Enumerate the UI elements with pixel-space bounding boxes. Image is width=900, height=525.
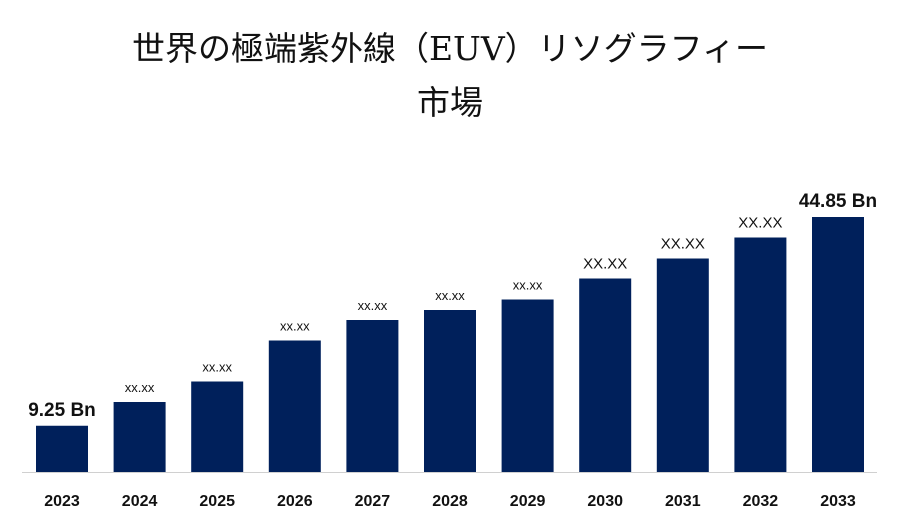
bar-2033 bbox=[812, 217, 864, 472]
data-label-2024: xx.xx bbox=[125, 380, 155, 395]
x-tick-2028: 2028 bbox=[432, 493, 468, 510]
bar-2025 bbox=[191, 381, 244, 472]
bar-2023 bbox=[36, 425, 88, 472]
x-tick-2032: 2032 bbox=[743, 493, 779, 510]
x-tick-2033: 2033 bbox=[820, 493, 856, 510]
data-label-2032: XX.XX bbox=[738, 215, 782, 232]
x-tick-2030: 2030 bbox=[587, 493, 623, 510]
data-label-2030: XX.XX bbox=[583, 256, 627, 273]
x-tick-2026: 2026 bbox=[277, 493, 313, 510]
data-label-2025: xx.xx bbox=[202, 360, 232, 375]
bar-2024 bbox=[113, 402, 166, 472]
data-label-2026: xx.xx bbox=[280, 319, 310, 334]
bar-2026 bbox=[268, 340, 321, 472]
bar-2032 bbox=[734, 237, 787, 472]
data-label-2028: xx.xx bbox=[435, 288, 465, 303]
x-tick-2024: 2024 bbox=[122, 493, 158, 510]
bar-2031 bbox=[656, 258, 709, 472]
bar-2030 bbox=[579, 278, 632, 472]
chart-title-line1: 世界の極端紫外線（EUV）リソグラフィー bbox=[131, 29, 769, 68]
bar-2027 bbox=[346, 320, 399, 472]
x-tick-2025: 2025 bbox=[199, 493, 235, 510]
data-label-2023: 9.25 Bn bbox=[28, 400, 96, 421]
x-tick-2029: 2029 bbox=[510, 493, 546, 510]
bar-2029 bbox=[501, 299, 554, 472]
x-tick-2031: 2031 bbox=[665, 493, 701, 510]
data-label-2033: 44.85 Bn bbox=[799, 191, 877, 212]
chart-title-line2: 市場 bbox=[417, 83, 483, 122]
data-label-2031: XX.XX bbox=[661, 236, 705, 253]
data-label-2027: xx.xx bbox=[358, 298, 388, 313]
bar-2028 bbox=[424, 310, 476, 472]
x-tick-2023: 2023 bbox=[44, 493, 80, 510]
data-label-2029: xx.xx bbox=[513, 278, 543, 293]
x-tick-2027: 2027 bbox=[355, 493, 391, 510]
chart-title: 世界の極端紫外線（EUV）リソグラフィー 市場 bbox=[0, 22, 900, 130]
